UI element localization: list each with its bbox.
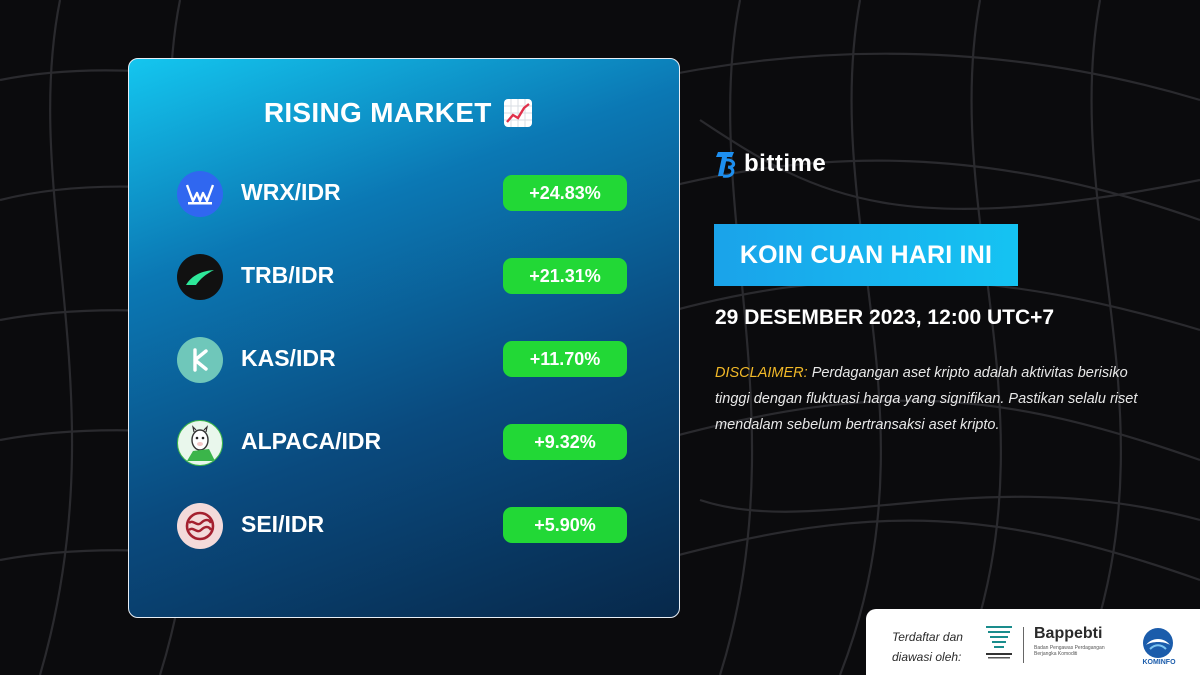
change-badge: +11.70%	[503, 341, 627, 377]
registered-text: Terdaftar dan diawasi oleh:	[892, 630, 963, 664]
wazirx-logo-icon	[177, 171, 223, 217]
card-header: RISING MARKET	[129, 97, 679, 129]
kominfo-name: KOMINFO	[1142, 659, 1176, 666]
kominfo-logo-icon	[1143, 628, 1173, 658]
coin-pair-label: SEI/IDR	[241, 511, 325, 537]
coin-row-wrx: WRX/IDR +24.83%	[177, 169, 627, 219]
coin-row-trb: TRB/IDR +21.31%	[177, 252, 627, 302]
rising-market-card: RISING MARKET WRX/IDR +24.83%	[128, 58, 680, 618]
disclaimer-text: Perdagangan aset kripto adalah aktivitas…	[715, 365, 1138, 433]
regulator-footer: Terdaftar dan diawasi oleh: Bappebti Bad…	[866, 609, 1200, 675]
headline-banner: KOIN CUAN HARI INI	[714, 224, 1018, 286]
ministry-trade-logo-icon	[986, 626, 1012, 659]
bittime-brand: bittime	[714, 148, 826, 180]
tellor-logo-icon	[177, 254, 223, 300]
coin-pair-label: ALPACA/IDR	[241, 428, 382, 454]
bappebti-subtitle: Badan Pengawas Perdagangan Berjangka Kom…	[1034, 645, 1105, 657]
coin-row-alpaca: ALPACA/IDR +9.32%	[177, 418, 627, 468]
bittime-logo-icon	[716, 152, 736, 178]
coin-pair-label: KAS/IDR	[241, 345, 336, 371]
footer-divider	[1023, 627, 1024, 663]
kaspa-logo-icon	[177, 337, 223, 383]
change-badge: +9.32%	[503, 424, 627, 460]
headline-text: KOIN CUAN HARI INI	[739, 240, 993, 269]
change-badge: +5.90%	[503, 507, 627, 543]
alpaca-logo-icon	[177, 420, 223, 466]
card-title: RISING MARKET	[263, 97, 492, 128]
coin-row-kas: KAS/IDR +11.70%	[177, 335, 627, 385]
disclaimer-label: DISCLAIMER:	[715, 365, 808, 381]
disclaimer: DISCLAIMER: Perdagangan aset kripto adal…	[715, 360, 1155, 438]
coin-pair-label: WRX/IDR	[241, 179, 341, 205]
sei-logo-icon	[177, 503, 223, 549]
date-time: 29 DESEMBER 2023, 12:00 UTC+7	[715, 306, 1055, 329]
bappebti-name: Bappebti	[1034, 625, 1103, 642]
bappebti-logo: Bappebti Badan Pengawas Perdagangan Berj…	[1034, 625, 1114, 657]
coin-pair-label: TRB/IDR	[241, 262, 335, 288]
chart-increasing-icon	[504, 99, 533, 127]
coin-row-sei: SEI/IDR +5.90%	[177, 501, 627, 551]
change-badge: +21.31%	[503, 258, 627, 294]
brand-name: bittime	[744, 150, 827, 177]
change-badge: +24.83%	[503, 175, 627, 211]
